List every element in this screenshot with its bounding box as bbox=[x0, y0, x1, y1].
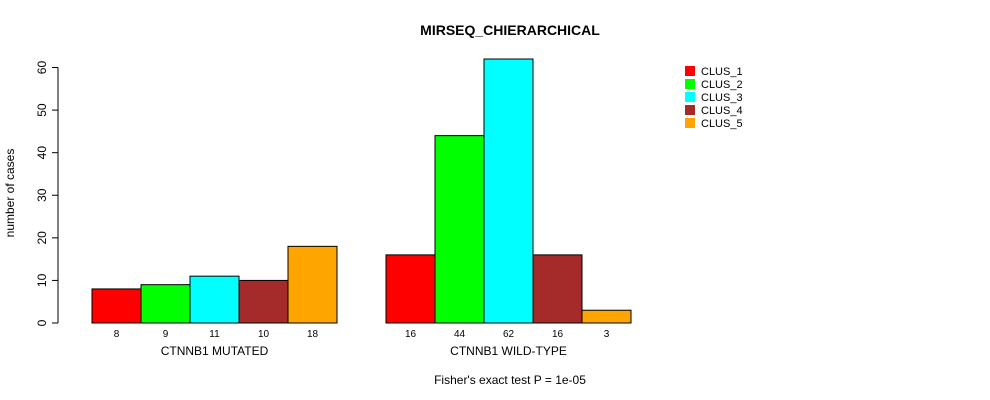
legend-swatch bbox=[685, 66, 695, 76]
bar-clus-5 bbox=[581, 309, 632, 324]
bar-count-label: 10 bbox=[258, 329, 270, 340]
y-axis: 0 10 20 30 40 50 60 bbox=[35, 61, 59, 326]
bar-count-label: 8 bbox=[114, 329, 120, 340]
bars bbox=[91, 58, 632, 324]
count-labels: 8 9 11 10 18 16 44 62 16 3 bbox=[114, 329, 610, 340]
y-tick-label: 20 bbox=[35, 231, 49, 245]
chart-title: MIRSEQ_CHIERARCHICAL bbox=[420, 22, 600, 38]
y-tick-label: 30 bbox=[35, 188, 49, 202]
bar-count-label: 3 bbox=[604, 329, 610, 340]
legend-label: CLUS_5 bbox=[701, 118, 743, 130]
bar-count-label: 44 bbox=[454, 329, 466, 340]
bar-clus-3 bbox=[483, 58, 534, 324]
legend-label: CLUS_2 bbox=[701, 79, 743, 91]
group-label: CTNNB1 MUTATED bbox=[161, 344, 269, 358]
group-label: CTNNB1 WILD-TYPE bbox=[450, 344, 567, 358]
bar-clus-1 bbox=[385, 254, 436, 324]
bar-clus-4 bbox=[532, 254, 583, 324]
legend-label: CLUS_3 bbox=[701, 92, 743, 104]
bar-count-label: 16 bbox=[405, 329, 417, 340]
legend-swatch bbox=[685, 118, 695, 128]
y-tick-label: 0 bbox=[35, 319, 49, 326]
bar-count-label: 62 bbox=[503, 329, 515, 340]
chart-subtitle: Fisher's exact test P = 1e-05 bbox=[434, 373, 586, 387]
y-tick-label: 10 bbox=[35, 273, 49, 287]
bar-clus-1 bbox=[91, 288, 142, 324]
bar-clus-4 bbox=[238, 279, 289, 324]
bar-clus-3 bbox=[189, 275, 240, 324]
y-tick-label: 60 bbox=[35, 61, 49, 75]
y-tick-label: 50 bbox=[35, 103, 49, 117]
legend-swatch bbox=[685, 79, 695, 89]
bar-count-label: 18 bbox=[307, 329, 319, 340]
y-axis-label: number of cases bbox=[3, 149, 17, 238]
y-tick-label: 40 bbox=[35, 146, 49, 160]
legend-label: CLUS_4 bbox=[701, 105, 743, 117]
legend-label: CLUS_1 bbox=[701, 66, 743, 78]
bar-count-label: 9 bbox=[163, 329, 169, 340]
bar-clus-5 bbox=[287, 245, 338, 324]
legend-swatch bbox=[685, 105, 695, 115]
legend-swatch bbox=[685, 92, 695, 102]
bar-clus-2 bbox=[434, 135, 485, 324]
bar-count-label: 16 bbox=[552, 329, 564, 340]
group-labels: CTNNB1 MUTATED CTNNB1 WILD-TYPE bbox=[161, 344, 567, 358]
bar-clus-2 bbox=[140, 284, 191, 324]
bar-count-label: 11 bbox=[209, 329, 220, 340]
